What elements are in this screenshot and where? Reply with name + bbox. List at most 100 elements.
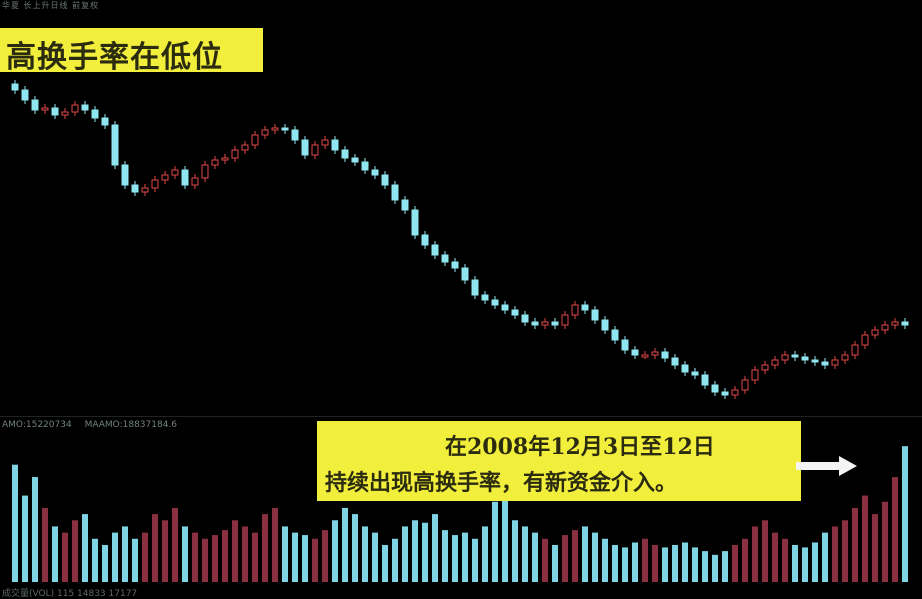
candle-body (271, 127, 279, 131)
volume-bar (572, 530, 578, 582)
candle-body (671, 357, 679, 366)
candle-body (821, 361, 829, 366)
candle (761, 361, 769, 374)
candle-body (891, 321, 899, 326)
candle (141, 184, 149, 196)
candle-body (631, 349, 639, 356)
candle (211, 156, 219, 169)
volume-bar (702, 551, 708, 582)
candle-body (791, 354, 799, 358)
volume-bar (662, 547, 668, 582)
candle-body (381, 174, 389, 186)
candle-body (861, 334, 869, 346)
candle (311, 141, 319, 159)
candle (421, 231, 429, 249)
volume-bar (212, 535, 218, 582)
candle-body (521, 314, 529, 323)
candle (571, 301, 579, 319)
candle-body (781, 354, 789, 361)
candle (791, 351, 799, 361)
window-header: 华夏 长上升日线 前复权 (0, 0, 922, 10)
candle (221, 154, 229, 164)
candle (101, 114, 109, 129)
candle (331, 136, 339, 154)
candle (641, 351, 649, 359)
candle-body (351, 157, 359, 163)
volume-bar (272, 507, 278, 582)
candle (561, 311, 569, 329)
volume-bar (532, 532, 538, 582)
candle (541, 318, 549, 329)
candle-body (261, 129, 269, 136)
volume-bar (172, 507, 178, 582)
footer-text: 成交量(VOL) 115 14833 17177 (2, 589, 138, 599)
volume-bar (842, 520, 848, 582)
candle-body (241, 144, 249, 151)
candle-body (361, 161, 369, 171)
candle-body (551, 321, 559, 326)
candle-body (531, 321, 539, 326)
candle-body (851, 344, 859, 356)
candle (731, 386, 739, 399)
candle (431, 241, 439, 259)
candle-body (541, 321, 549, 326)
candle-body (771, 359, 779, 366)
candle (781, 351, 789, 364)
volume-bar (712, 554, 718, 582)
candle-body (71, 104, 79, 113)
candle (681, 361, 689, 376)
candle (191, 174, 199, 189)
volume-bar (422, 522, 428, 582)
candle (611, 326, 619, 344)
candle-body (341, 149, 349, 159)
candle (491, 296, 499, 309)
volume-bar (152, 514, 158, 582)
candle (691, 368, 699, 379)
volume-bar (732, 544, 738, 582)
candle (111, 121, 119, 169)
candle-body (751, 369, 759, 381)
volume-bar (502, 495, 508, 582)
candle-body (601, 319, 609, 331)
candle-body (121, 164, 129, 186)
candle-body (251, 134, 259, 146)
candle (851, 341, 859, 359)
volume-bar (262, 514, 268, 582)
candle (231, 146, 239, 162)
candle (291, 126, 299, 144)
volume-bar (612, 544, 618, 582)
candle-body (331, 139, 339, 151)
volume-bar (192, 532, 198, 582)
volume-bar (102, 544, 108, 582)
candle-body (411, 209, 419, 236)
candle-body (221, 157, 229, 161)
volume-bar (442, 530, 448, 582)
candle-body (621, 339, 629, 351)
volume-bar (182, 526, 188, 582)
candle (621, 336, 629, 354)
candle (901, 318, 909, 329)
candle-body (511, 309, 519, 316)
candle-body (801, 356, 809, 361)
candle-body (481, 294, 489, 301)
volume-bar (812, 542, 818, 582)
volume-bar (772, 532, 778, 582)
volume-bar (202, 538, 208, 582)
volume-bar (282, 526, 288, 582)
candle (531, 318, 539, 329)
volume-bar (542, 538, 548, 582)
candle (451, 258, 459, 272)
volume-bar (132, 538, 138, 582)
candle-body (371, 169, 379, 176)
candle-body (451, 261, 459, 269)
candle (701, 371, 709, 389)
candle-body (291, 129, 299, 141)
volume-bar (892, 477, 898, 582)
candle (11, 80, 19, 94)
volume-bar (652, 544, 658, 582)
candle (41, 104, 49, 114)
volume-bar (872, 514, 878, 582)
candle (251, 131, 259, 149)
candle-body (101, 117, 109, 126)
volume-bar (632, 542, 638, 582)
